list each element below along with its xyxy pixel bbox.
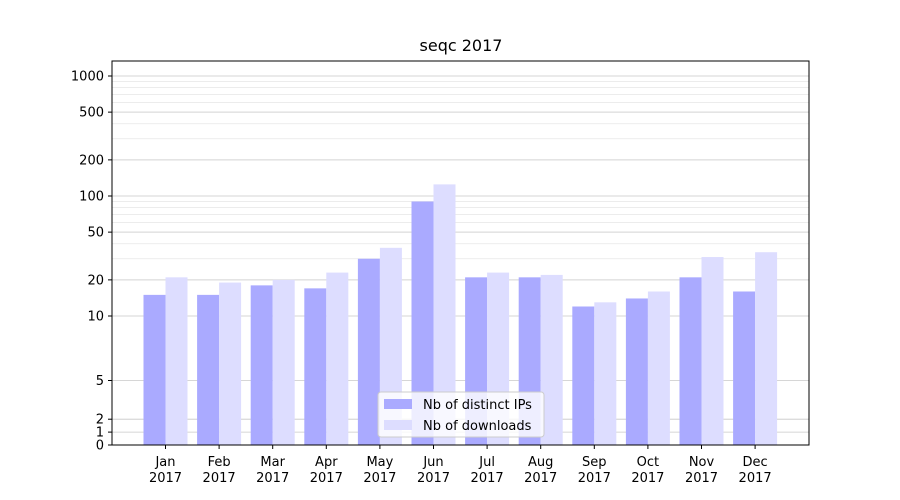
x-tick-label-year: 2017 <box>310 471 343 486</box>
bar-distinct-ips <box>679 277 702 445</box>
y-tick-label: 200 <box>79 153 104 168</box>
x-tick-label-month: Nov <box>689 455 715 470</box>
y-tick-label: 10 <box>87 310 104 325</box>
bar-distinct-ips <box>625 298 648 445</box>
x-tick-label-year: 2017 <box>417 471 450 486</box>
x-tick-label-year: 2017 <box>578 471 611 486</box>
bar-downloads <box>540 274 563 445</box>
y-tick-label: 20 <box>87 273 104 288</box>
bar-downloads <box>219 282 242 445</box>
x-tick-label-month: Sep <box>582 455 607 470</box>
plot-frame <box>111 60 810 446</box>
legend: Nb of distinct IPs Nb of downloads <box>377 391 545 438</box>
y-tick-label: 500 <box>79 106 104 121</box>
x-axis: Jan2017Feb2017Mar2017Apr2017May2017Jun20… <box>149 445 772 486</box>
x-tick-label-month: Jan <box>154 455 175 470</box>
x-tick-label-month: Apr <box>315 455 338 470</box>
bar-distinct-ips <box>143 294 166 445</box>
bar-downloads <box>433 184 456 446</box>
legend-swatch-ips <box>384 399 412 409</box>
x-tick-label-month: Oct <box>637 455 659 470</box>
x-tick-label-year: 2017 <box>739 471 772 486</box>
x-tick-label-month: Jun <box>422 455 443 470</box>
legend-label-downloads: Nb of downloads <box>423 419 532 434</box>
x-tick-label-year: 2017 <box>685 471 718 486</box>
x-tick-label-year: 2017 <box>471 471 504 486</box>
y-tick-label: 1 <box>96 426 104 441</box>
x-tick-label-month: Feb <box>208 455 231 470</box>
y-tick-label: 100 <box>79 190 104 205</box>
y-tick-label: 2 <box>96 413 104 428</box>
x-tick-label-year: 2017 <box>149 471 182 486</box>
y-tick-label: 1000 <box>71 70 104 85</box>
x-tick-label-month: May <box>366 455 393 470</box>
y-tick-label: 5 <box>96 374 104 389</box>
bar-downloads <box>755 252 778 445</box>
x-tick-label-month: Aug <box>528 455 553 470</box>
x-tick-label-year: 2017 <box>203 471 236 486</box>
y-tick-label: 50 <box>87 226 104 241</box>
bar-distinct-ips <box>411 201 434 445</box>
legend-swatch-downloads <box>384 420 412 430</box>
bar-downloads <box>165 277 188 445</box>
y-tick-label: 0 <box>96 439 104 454</box>
x-tick-label-month: Dec <box>743 455 768 470</box>
bar-downloads <box>272 279 295 445</box>
bar-downloads <box>647 291 670 445</box>
bar-downloads <box>701 257 724 445</box>
legend-label-ips: Nb of distinct IPs <box>423 398 532 413</box>
bar-distinct-ips <box>197 294 220 445</box>
y-axis: 012 5 10 20 50 100 200 500 1000 <box>71 70 112 454</box>
bar-downloads <box>594 302 617 445</box>
bar-distinct-ips <box>304 288 327 445</box>
bar-distinct-ips <box>357 258 380 445</box>
bar-distinct-ips <box>572 306 595 445</box>
x-tick-label-year: 2017 <box>631 471 664 486</box>
bar-distinct-ips <box>250 285 273 445</box>
x-tick-label-month: Mar <box>260 455 285 470</box>
chart-title: seqc 2017 <box>420 36 503 55</box>
x-tick-label-year: 2017 <box>524 471 557 486</box>
x-tick-label-month: Jul <box>478 455 495 470</box>
bar-downloads <box>326 272 349 445</box>
bar-distinct-ips <box>733 291 756 445</box>
x-tick-label-year: 2017 <box>363 471 396 486</box>
x-tick-label-year: 2017 <box>256 471 289 486</box>
legend-box <box>377 391 545 438</box>
